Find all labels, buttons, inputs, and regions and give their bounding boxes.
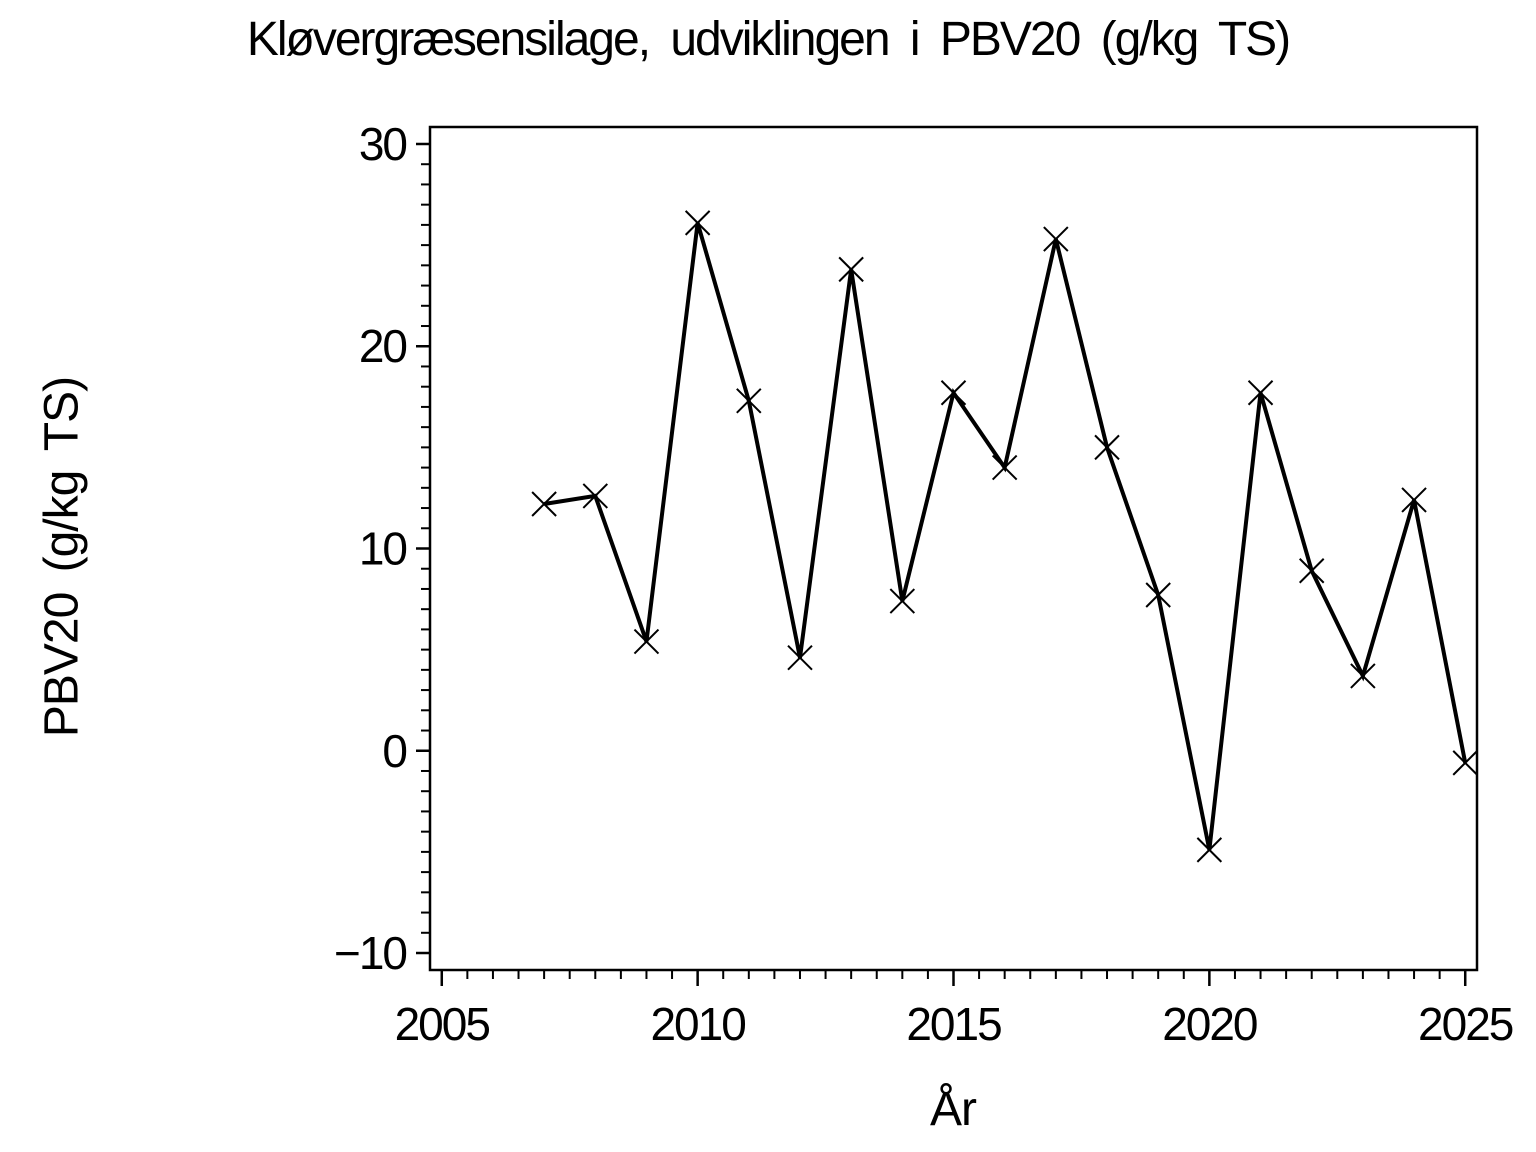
x-axis-title: År <box>930 1083 977 1136</box>
y-tick-label: 10 <box>359 523 407 575</box>
plot-frame <box>428 125 1479 972</box>
data-marker <box>991 454 1018 481</box>
data-marker <box>531 491 557 517</box>
data-marker <box>940 380 967 406</box>
y-tick-label: 30 <box>359 118 407 170</box>
data-marker <box>889 588 916 614</box>
chart-title: Kløvergræsensilage, udviklingen i PBV20 … <box>246 13 1291 66</box>
data-marker <box>582 483 608 509</box>
data-marker <box>1247 380 1274 406</box>
data-marker <box>787 645 813 671</box>
x-tick-label: 2005 <box>395 998 490 1050</box>
data-marker <box>684 210 711 236</box>
x-tick-label: 2010 <box>650 998 745 1050</box>
data-marker <box>1452 750 1478 776</box>
data-marker <box>1196 837 1223 863</box>
data-marker <box>1299 558 1325 584</box>
data-marker <box>1401 487 1427 513</box>
data-marker <box>1043 226 1069 252</box>
data-marker <box>736 388 762 414</box>
y-tick-label: 20 <box>359 320 407 372</box>
series-line <box>543 222 1468 851</box>
y-tick-label: 0 <box>382 725 406 777</box>
y-tick-label: −10 <box>334 927 406 979</box>
x-tick-label: 2025 <box>1418 998 1513 1050</box>
x-tick-label: 2015 <box>906 998 1001 1050</box>
data-marker <box>633 628 660 655</box>
data-marker <box>838 256 864 283</box>
data-marker <box>1350 663 1376 689</box>
x-tick-label: 2020 <box>1162 998 1257 1050</box>
data-marker <box>1145 582 1171 608</box>
data-marker <box>1094 434 1120 461</box>
